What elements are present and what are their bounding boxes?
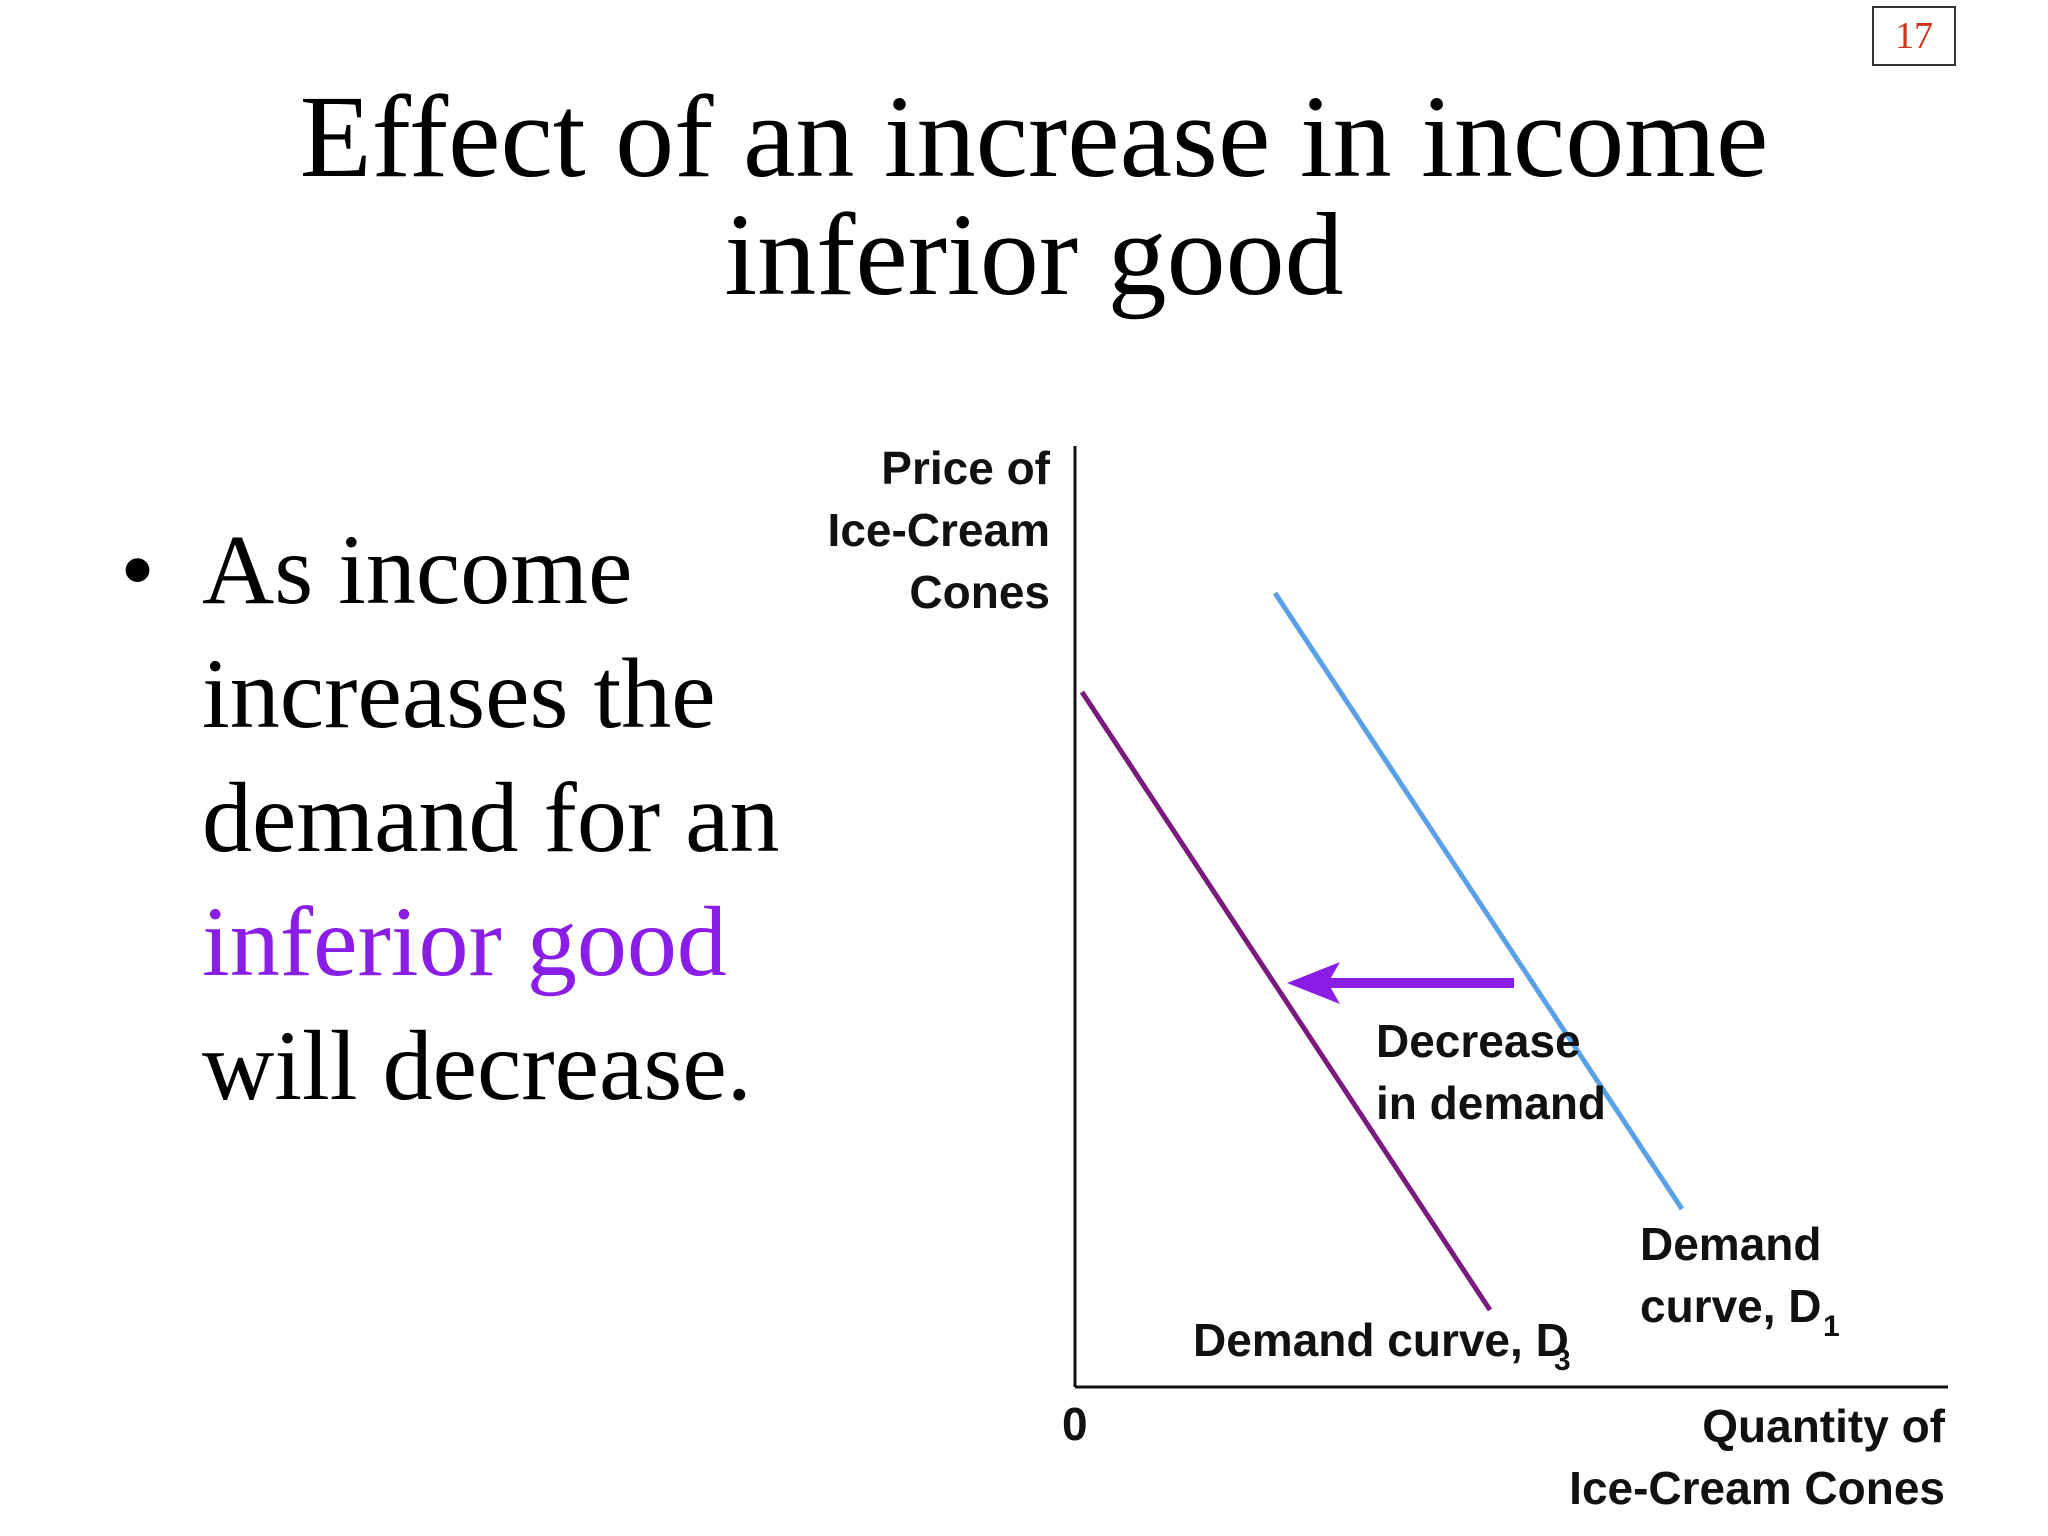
demand-curve-d1 [1272,591,1685,1211]
slide-number: 17 [1872,6,1956,66]
d3-subscript: 3 [1554,1344,1571,1377]
bullet-dot: • [120,514,156,625]
title-line-1: Effect of an increase in income [299,71,1769,202]
y-axis-label-line1: Price of [881,442,1050,494]
title-line-2: inferior good [724,189,1344,320]
bullet-highlight: inferior good [202,886,727,997]
d1-label-line1: Demand [1640,1218,1821,1270]
y-axis-label-line3: Cones [909,566,1050,618]
d1-subscript: 1 [1823,1310,1840,1343]
slide-title: Effect of an increase in income inferior… [0,78,2048,314]
shift-label-line2: in demand [1376,1077,1606,1129]
d1-label-line2: curve, D [1640,1280,1822,1332]
bullet-text-part2: will decrease. [202,1010,752,1121]
bullet-text: As income increases the demand for an in… [202,508,902,1128]
shift-arrow-head [1287,962,1340,1004]
bullet-text-part1: As income increases the demand for an [202,514,780,873]
origin-label: 0 [1062,1398,1088,1450]
d3-label: Demand curve, D [1193,1314,1569,1366]
x-axis-label-line1: Quantity of [1702,1400,1945,1452]
y-axis-label-line2: Ice-Cream [828,504,1050,556]
shift-label-line1: Decrease [1376,1015,1581,1067]
demand-curve-d3 [1079,690,1493,1312]
x-axis-label-line2: Ice-Cream Cones [1569,1462,1945,1514]
